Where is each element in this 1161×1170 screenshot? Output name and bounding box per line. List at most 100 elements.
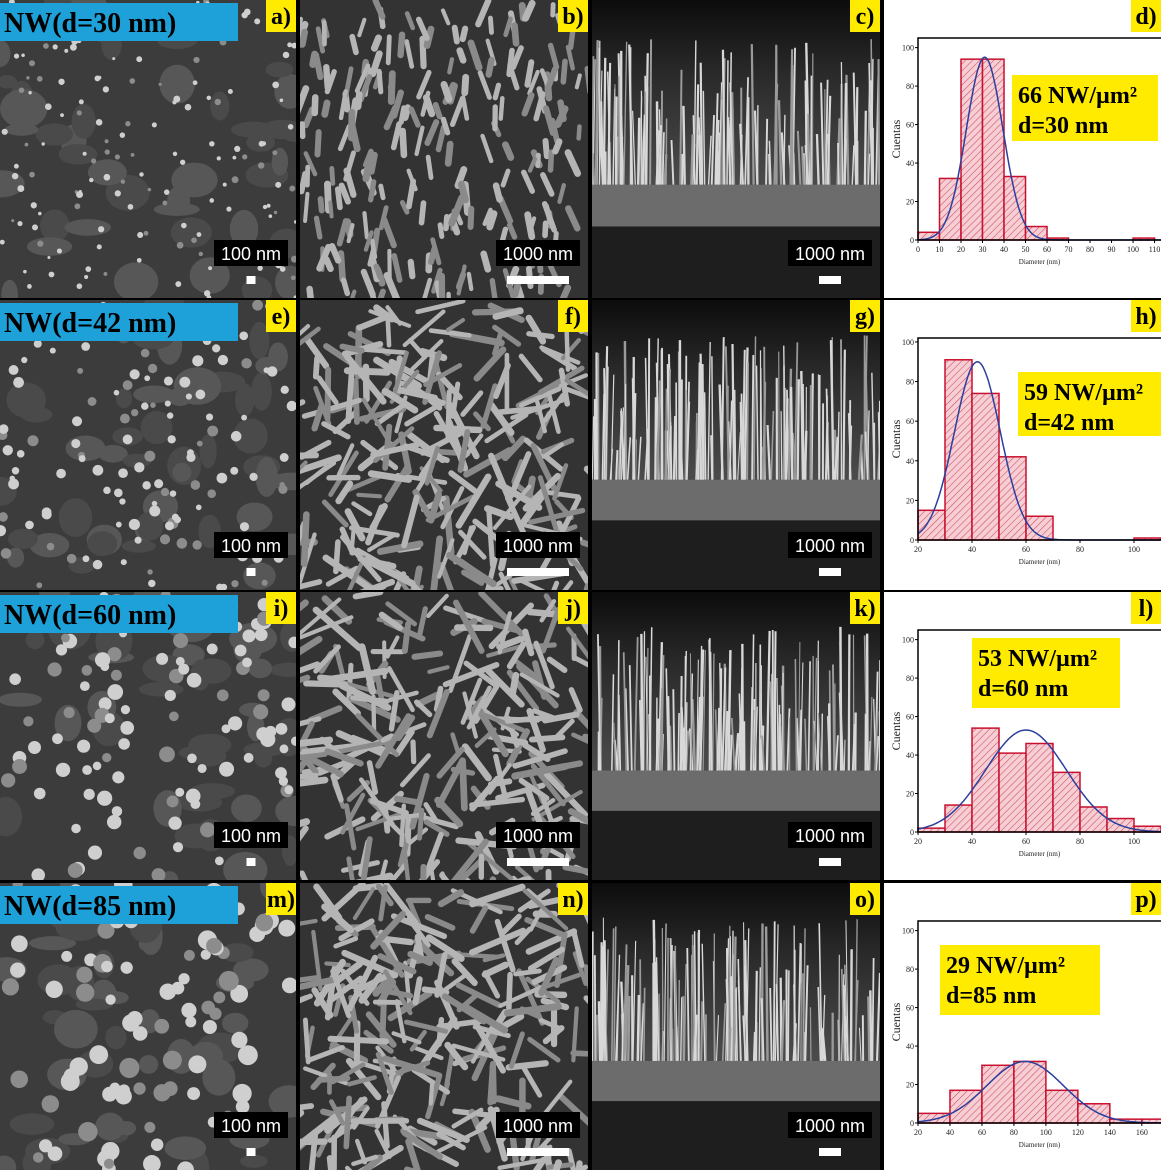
- particle: [132, 1026, 148, 1041]
- particle: [78, 455, 86, 463]
- nanowire: [737, 432, 741, 480]
- nanowire: [461, 73, 470, 97]
- nanowire: [384, 463, 411, 503]
- nanowire: [867, 153, 871, 185]
- nanowire: [390, 121, 402, 151]
- nanowire: [420, 90, 431, 117]
- nanowire: [552, 138, 563, 155]
- panel-letter-box: [1131, 592, 1161, 624]
- nanowire: [875, 972, 880, 1061]
- nanowire: [358, 643, 377, 695]
- nanowire: [753, 110, 759, 185]
- nanowire: [542, 137, 550, 160]
- grain: [28, 936, 77, 951]
- nanowire: [792, 432, 797, 480]
- nanowire: [514, 659, 541, 681]
- nanowire: [436, 1125, 488, 1154]
- nanowire: [645, 656, 649, 771]
- nanowire: [480, 383, 498, 429]
- particle: [8, 478, 19, 490]
- nanowire: [377, 288, 386, 298]
- nanowire: [303, 335, 330, 370]
- nanowire: [498, 913, 522, 937]
- nanowire: [451, 958, 478, 987]
- nanowire: [417, 606, 428, 637]
- panel-letter: g): [855, 304, 875, 330]
- particle: [103, 486, 111, 495]
- nanowire: [300, 674, 311, 683]
- nanowire: [468, 883, 526, 908]
- nanowire: [539, 68, 550, 88]
- nanowire: [340, 277, 351, 297]
- nanowire: [547, 149, 555, 173]
- particle: [214, 98, 221, 106]
- particle: [21, 53, 25, 57]
- nanowire: [660, 90, 664, 185]
- nanowire: [842, 984, 847, 1061]
- grain: [122, 453, 152, 468]
- particle: [109, 1082, 121, 1094]
- nanowire: [300, 661, 321, 674]
- grain: [6, 382, 46, 418]
- grain: [115, 388, 133, 409]
- nanowire: [776, 677, 779, 771]
- row-label-box: [0, 595, 238, 633]
- x-tick-label: 80: [1010, 1128, 1018, 1137]
- particle: [279, 453, 289, 462]
- nanowire: [339, 343, 365, 354]
- panel-letter-box: [1131, 883, 1161, 915]
- nanowire: [376, 68, 384, 95]
- nanowire: [658, 687, 663, 771]
- nanowire: [480, 250, 492, 273]
- nanowire: [475, 0, 492, 28]
- scale-label: 100 nm: [221, 244, 281, 264]
- particle: [48, 271, 55, 278]
- nanowire: [378, 611, 403, 631]
- particle: [280, 385, 289, 394]
- nanowire: [337, 123, 352, 152]
- nanowire: [451, 24, 460, 45]
- nanowire: [424, 445, 440, 486]
- particle: [74, 203, 81, 210]
- particle: [63, 706, 75, 719]
- nanowire: [327, 1035, 390, 1045]
- grain: [140, 410, 173, 444]
- nanowire: [300, 439, 332, 460]
- nanowire: [636, 994, 641, 1061]
- nanowire: [363, 556, 416, 588]
- nanowire: [837, 143, 840, 185]
- particle: [177, 1161, 194, 1170]
- nanowire: [402, 309, 446, 348]
- particle: [167, 435, 176, 444]
- nanowire: [849, 949, 853, 1061]
- particle: [103, 173, 111, 181]
- nanowire: [571, 931, 585, 968]
- nanowire: [423, 819, 450, 837]
- particle: [107, 684, 124, 700]
- nanowire: [761, 735, 765, 771]
- particle: [17, 185, 25, 193]
- nanowire: [361, 397, 392, 445]
- particle: [56, 468, 66, 479]
- particle: [69, 43, 77, 51]
- nanowire: [679, 69, 683, 185]
- particle: [208, 266, 213, 271]
- particle: [104, 713, 115, 724]
- particle: [64, 48, 69, 53]
- nanowire: [411, 1067, 451, 1095]
- grain: [251, 372, 272, 411]
- particle: [107, 647, 122, 662]
- particle: [144, 375, 151, 382]
- nanowire: [594, 40, 599, 185]
- nanowire: [485, 667, 525, 708]
- nanowire: [506, 222, 518, 240]
- nanowire: [450, 732, 461, 756]
- particle: [176, 538, 188, 549]
- nanowire: [844, 964, 849, 1061]
- nanowire: [564, 377, 588, 397]
- y-tick-label: 0: [910, 536, 914, 545]
- nanowire: [300, 776, 329, 787]
- particle: [147, 187, 152, 192]
- grain: [65, 435, 106, 462]
- nanowire: [401, 104, 412, 121]
